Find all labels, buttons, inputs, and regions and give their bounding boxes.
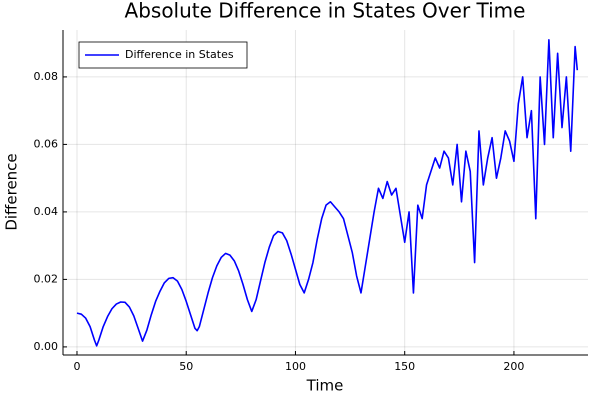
y-tick-label: 0.04 <box>34 205 59 218</box>
y-tick-label: 0.00 <box>34 340 59 353</box>
y-tick-label: 0.08 <box>34 70 59 83</box>
x-tick-label: 200 <box>503 360 524 373</box>
x-tick-label: 50 <box>179 360 193 373</box>
data-line <box>76 38 579 347</box>
y-axis-label: Difference <box>3 153 21 230</box>
x-axis-label: Time <box>306 377 344 395</box>
y-tick-label: 0.02 <box>34 272 59 285</box>
legend-label: Difference in States <box>125 48 234 61</box>
x-tick-label: 150 <box>394 360 415 373</box>
x-tick-label: 0 <box>73 360 80 373</box>
chart-title: Absolute Difference in States Over Time <box>125 0 526 23</box>
y-tick-label: 0.06 <box>34 137 59 150</box>
x-tick-label: 100 <box>285 360 306 373</box>
